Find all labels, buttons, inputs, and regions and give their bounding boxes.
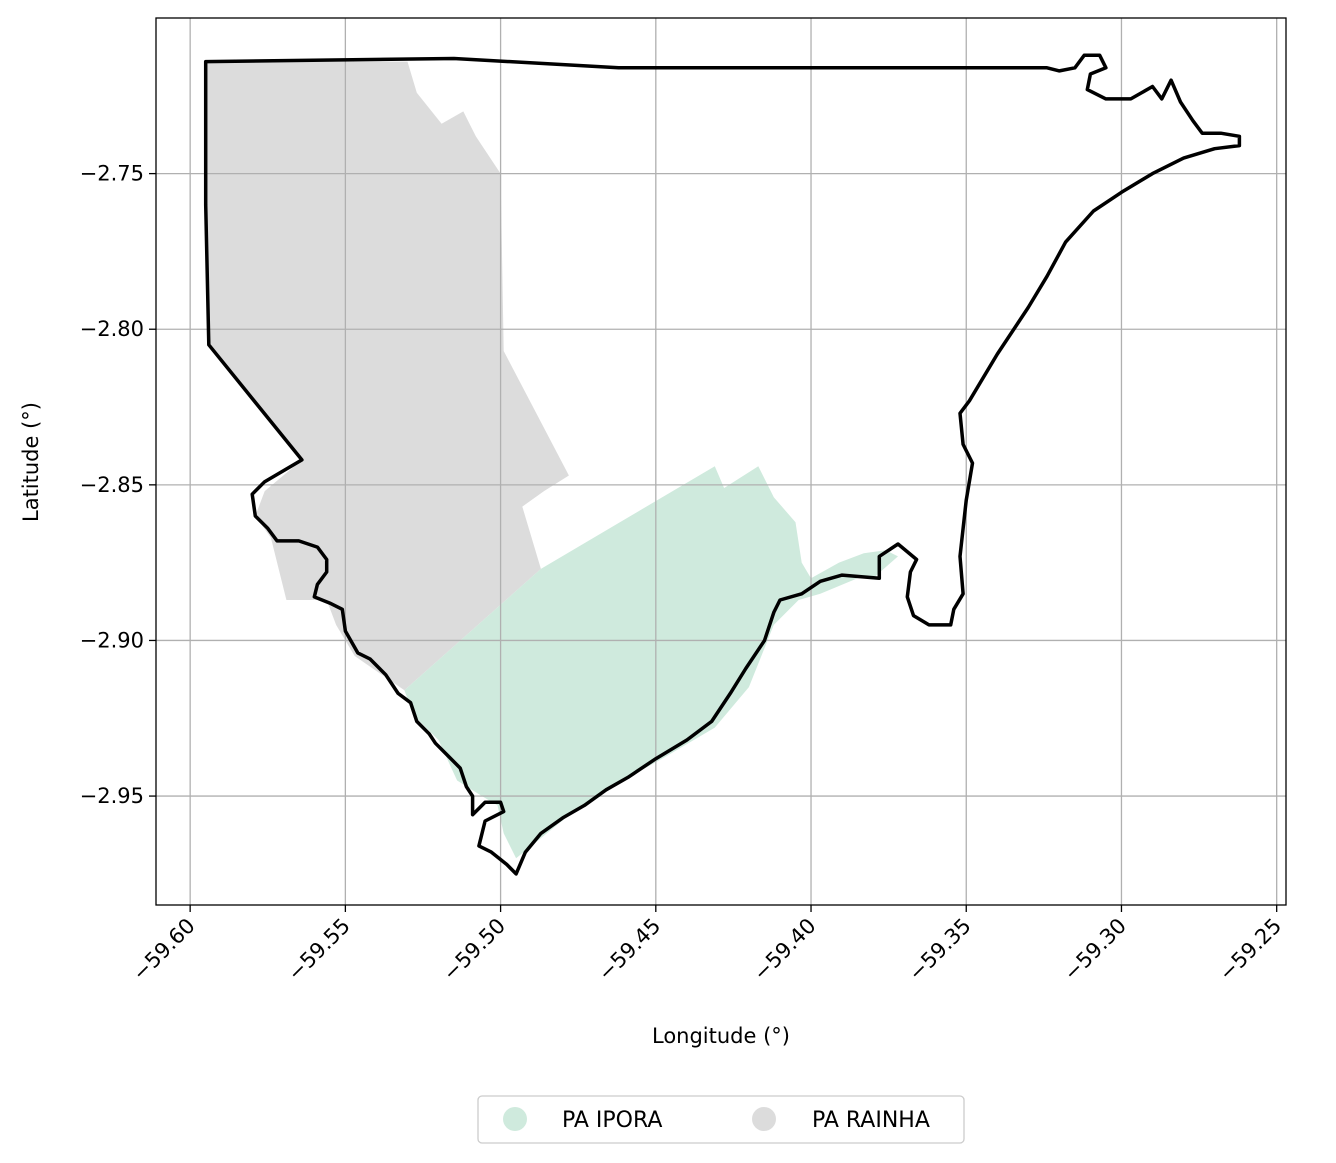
y-tick-label-0: −2.75 <box>80 162 144 186</box>
y-tick-label-4: −2.95 <box>80 784 144 808</box>
legend-label-pa-ipora: PA IPORA <box>562 1108 662 1133</box>
legend-marker-pa-ipora <box>503 1107 527 1131</box>
y-tick-label-3: −2.90 <box>80 628 144 652</box>
legend-label-pa-rainha: PA RAINHA <box>812 1108 930 1133</box>
boundary-outline <box>203 53 1242 876</box>
y-tick-label-1: −2.80 <box>80 317 144 341</box>
y-axis-label: Latitude (°) <box>19 402 43 522</box>
legend: PA IPORA PA RAINHA <box>477 1095 965 1144</box>
map-grid <box>156 18 1286 905</box>
y-axis-ticks: −2.75 −2.80 −2.85 −2.90 −2.95 <box>80 162 156 808</box>
y-tick-label-2: −2.85 <box>80 473 144 497</box>
legend-marker-pa-rainha <box>752 1107 776 1131</box>
map-layers <box>205 61 898 859</box>
polygon-pa-rainha <box>205 61 569 691</box>
polygon-pa-ipora <box>404 466 898 859</box>
map-boundary-layer <box>203 53 1242 876</box>
map-frame <box>155 17 1287 906</box>
x-axis-label: Longitude (°) <box>652 1024 790 1048</box>
legend-box <box>477 1095 965 1144</box>
